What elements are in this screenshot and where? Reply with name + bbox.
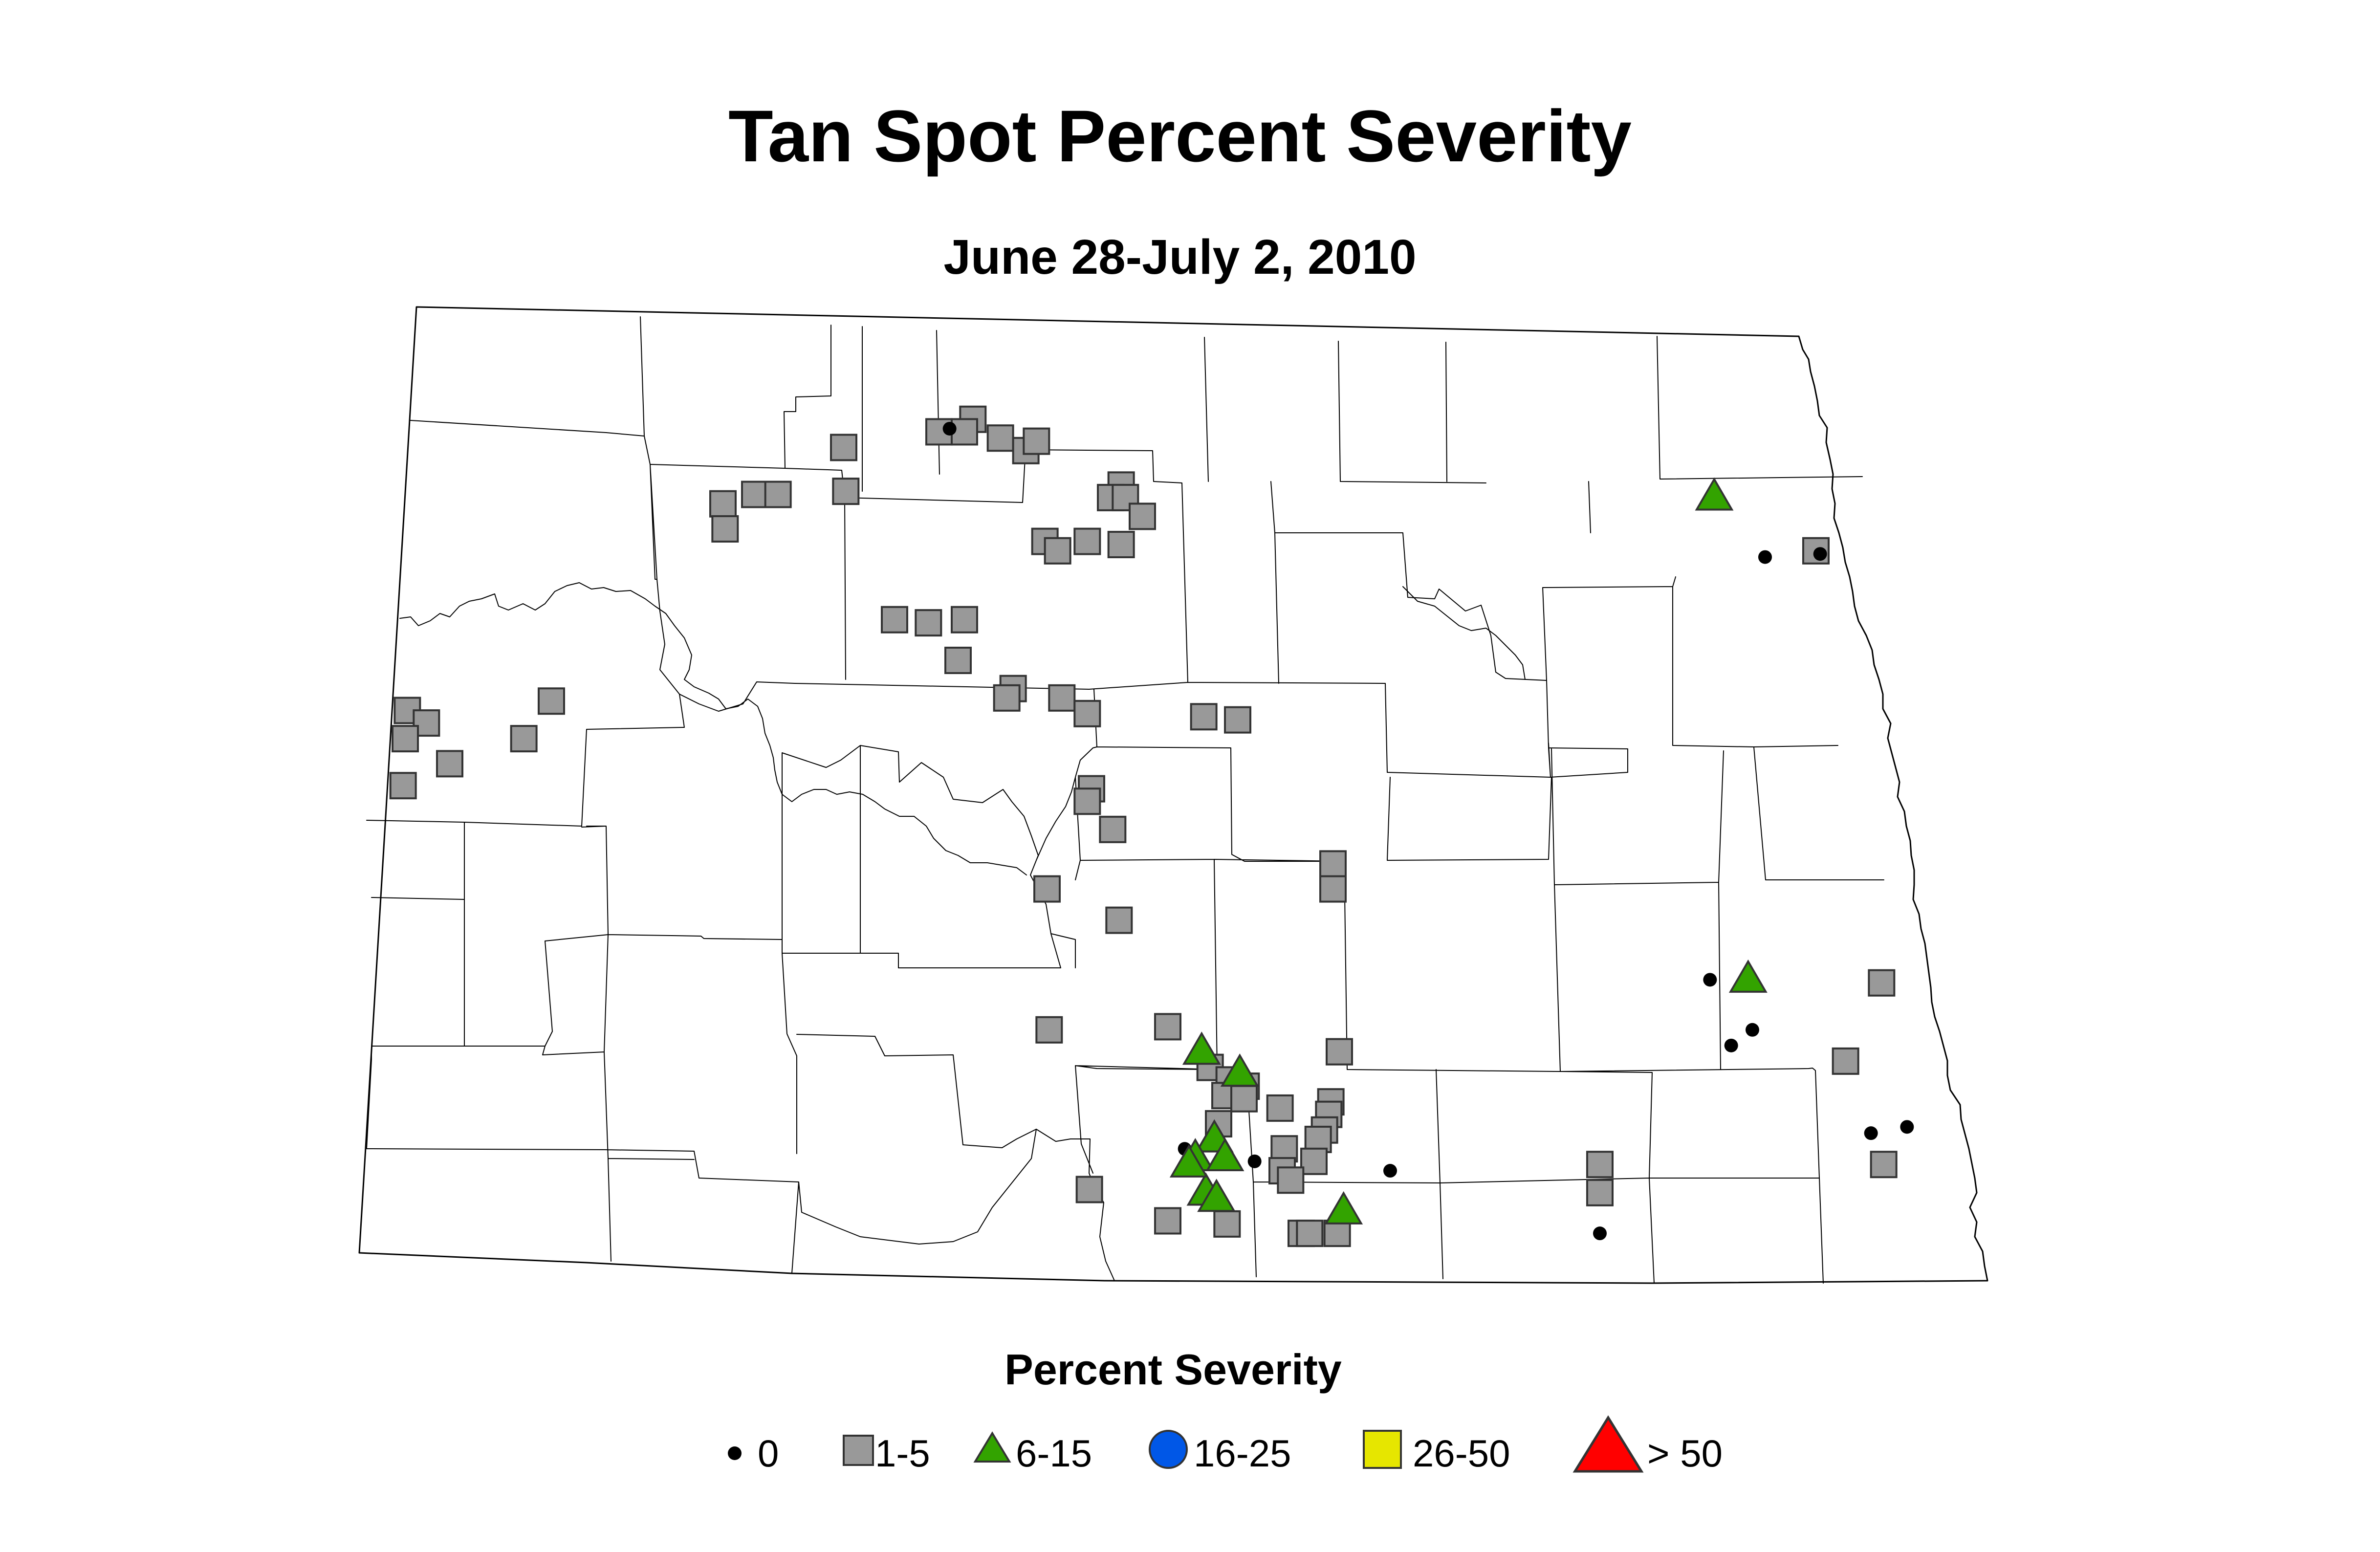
- severity-square-marker: [436, 750, 463, 778]
- severity-square-marker: [1023, 427, 1050, 455]
- severity-square-marker: [1073, 699, 1101, 727]
- severity-square-marker: [986, 424, 1014, 452]
- north-dakota-map: [358, 306, 1988, 1284]
- severity-triangle-marker: [1324, 1191, 1363, 1224]
- square-icon: [1363, 1430, 1402, 1469]
- circle-icon: [1149, 1430, 1188, 1469]
- severity-triangle-marker: [1695, 477, 1734, 511]
- severity-square-marker: [741, 481, 768, 508]
- severity-square-marker: [951, 606, 978, 634]
- severity-square-marker: [830, 434, 857, 461]
- dot-icon: [728, 1446, 742, 1460]
- severity-0-dot: [1724, 1038, 1738, 1052]
- severity-square-marker: [881, 606, 908, 634]
- severity-square-marker: [1154, 1013, 1181, 1041]
- severity-square-marker: [1033, 875, 1061, 903]
- legend-label: 1-5: [875, 1432, 930, 1475]
- severity-square-marker: [1154, 1207, 1181, 1235]
- severity-triangle-marker: [1220, 1053, 1259, 1087]
- severity-square-marker: [1296, 1220, 1324, 1247]
- map-title: Tan Spot Percent Severity: [728, 95, 1632, 177]
- missouri-river: [399, 582, 1027, 875]
- legend-item-3: 16-25: [1149, 1430, 1291, 1475]
- severity-triangle-marker: [1205, 1138, 1245, 1172]
- severity-0-dot: [1746, 1023, 1759, 1037]
- severity-square-marker: [1190, 703, 1218, 731]
- legend-item-5: > 50: [1572, 1415, 1723, 1475]
- severity-square-marker: [1300, 1147, 1328, 1175]
- severity-0-dot: [1247, 1154, 1262, 1168]
- severity-0-dot: [1813, 547, 1827, 561]
- severity-square-marker: [1319, 850, 1347, 878]
- severity-square-marker: [1832, 1047, 1859, 1075]
- legend-item-1: 1-5: [843, 1432, 930, 1475]
- legend-label: 6-15: [1016, 1432, 1092, 1475]
- severity-triangle-marker: [1169, 1144, 1208, 1178]
- severity-square-marker: [1868, 969, 1896, 997]
- severity-square-marker: [1230, 1085, 1258, 1113]
- severity-square-marker: [1107, 530, 1135, 558]
- severity-0-dot: [1900, 1120, 1914, 1134]
- severity-triangle-marker: [1197, 1179, 1236, 1212]
- severity-0-dot: [1593, 1226, 1607, 1241]
- severity-square-marker: [1277, 1166, 1305, 1194]
- square-icon: [843, 1435, 874, 1466]
- severity-square-marker: [1105, 906, 1133, 934]
- severity-square-marker: [1048, 684, 1076, 712]
- severity-triangle-marker: [1182, 1031, 1221, 1065]
- legend-item-2: 6-15: [973, 1431, 1092, 1475]
- severity-square-marker: [1129, 503, 1156, 530]
- severity-square-marker: [1073, 787, 1101, 815]
- severity-square-marker: [510, 725, 538, 753]
- severity-square-marker: [1870, 1151, 1898, 1179]
- severity-square-marker: [1035, 1016, 1063, 1044]
- severity-square-marker: [944, 646, 972, 674]
- legend-label: 0: [758, 1432, 779, 1475]
- severity-square-marker: [1323, 1220, 1351, 1247]
- severity-0-dot: [1383, 1164, 1397, 1178]
- severity-square-marker: [1044, 537, 1071, 565]
- legend-label: > 50: [1647, 1432, 1723, 1475]
- severity-square-marker: [832, 478, 860, 505]
- legend-label: 26-50: [1413, 1432, 1510, 1475]
- severity-0-dot: [1864, 1126, 1878, 1140]
- severity-square-marker: [1073, 527, 1101, 555]
- legend-label: 16-25: [1194, 1432, 1291, 1475]
- severity-0-dot: [1703, 973, 1717, 987]
- severity-triangle-marker: [1728, 959, 1768, 993]
- severity-0-dot: [942, 421, 957, 436]
- legend-title: Percent Severity: [1004, 1345, 1342, 1394]
- severity-square-marker: [993, 684, 1021, 712]
- severity-square-marker: [1319, 875, 1347, 903]
- map-subtitle: June 28-July 2, 2010: [943, 230, 1416, 284]
- state-outline: [358, 306, 1988, 1284]
- legend-item-4: 26-50: [1363, 1430, 1510, 1475]
- legend-item-0: 0: [728, 1432, 779, 1475]
- severity-square-marker: [1213, 1210, 1241, 1238]
- county-boundaries: [366, 316, 1884, 1284]
- severity-square-marker: [1099, 815, 1127, 843]
- triangle-icon: [973, 1431, 1011, 1463]
- severity-square-marker: [709, 490, 737, 518]
- severity-square-marker: [1586, 1151, 1614, 1179]
- severity-square-marker: [1075, 1176, 1103, 1203]
- severity-square-marker: [389, 772, 417, 800]
- severity-square-marker: [1266, 1094, 1294, 1122]
- legend: Percent Severity 0 1-5 6-15 16-25 26-50 …: [728, 1345, 1723, 1475]
- severity-square-marker: [1586, 1179, 1614, 1206]
- severity-square-marker: [1326, 1038, 1353, 1066]
- severity-square-marker: [538, 687, 565, 715]
- severity-square-marker: [764, 481, 792, 508]
- severity-square-marker: [711, 515, 739, 543]
- observation-markers: [389, 405, 1914, 1247]
- severity-square-marker: [1224, 706, 1251, 734]
- triangle-icon: [1572, 1415, 1644, 1473]
- severity-square-marker: [915, 609, 942, 637]
- county-line: [366, 316, 1884, 1284]
- mouse-river: [1402, 586, 1526, 680]
- severity-square-marker: [392, 725, 419, 753]
- severity-0-dot: [1758, 550, 1772, 564]
